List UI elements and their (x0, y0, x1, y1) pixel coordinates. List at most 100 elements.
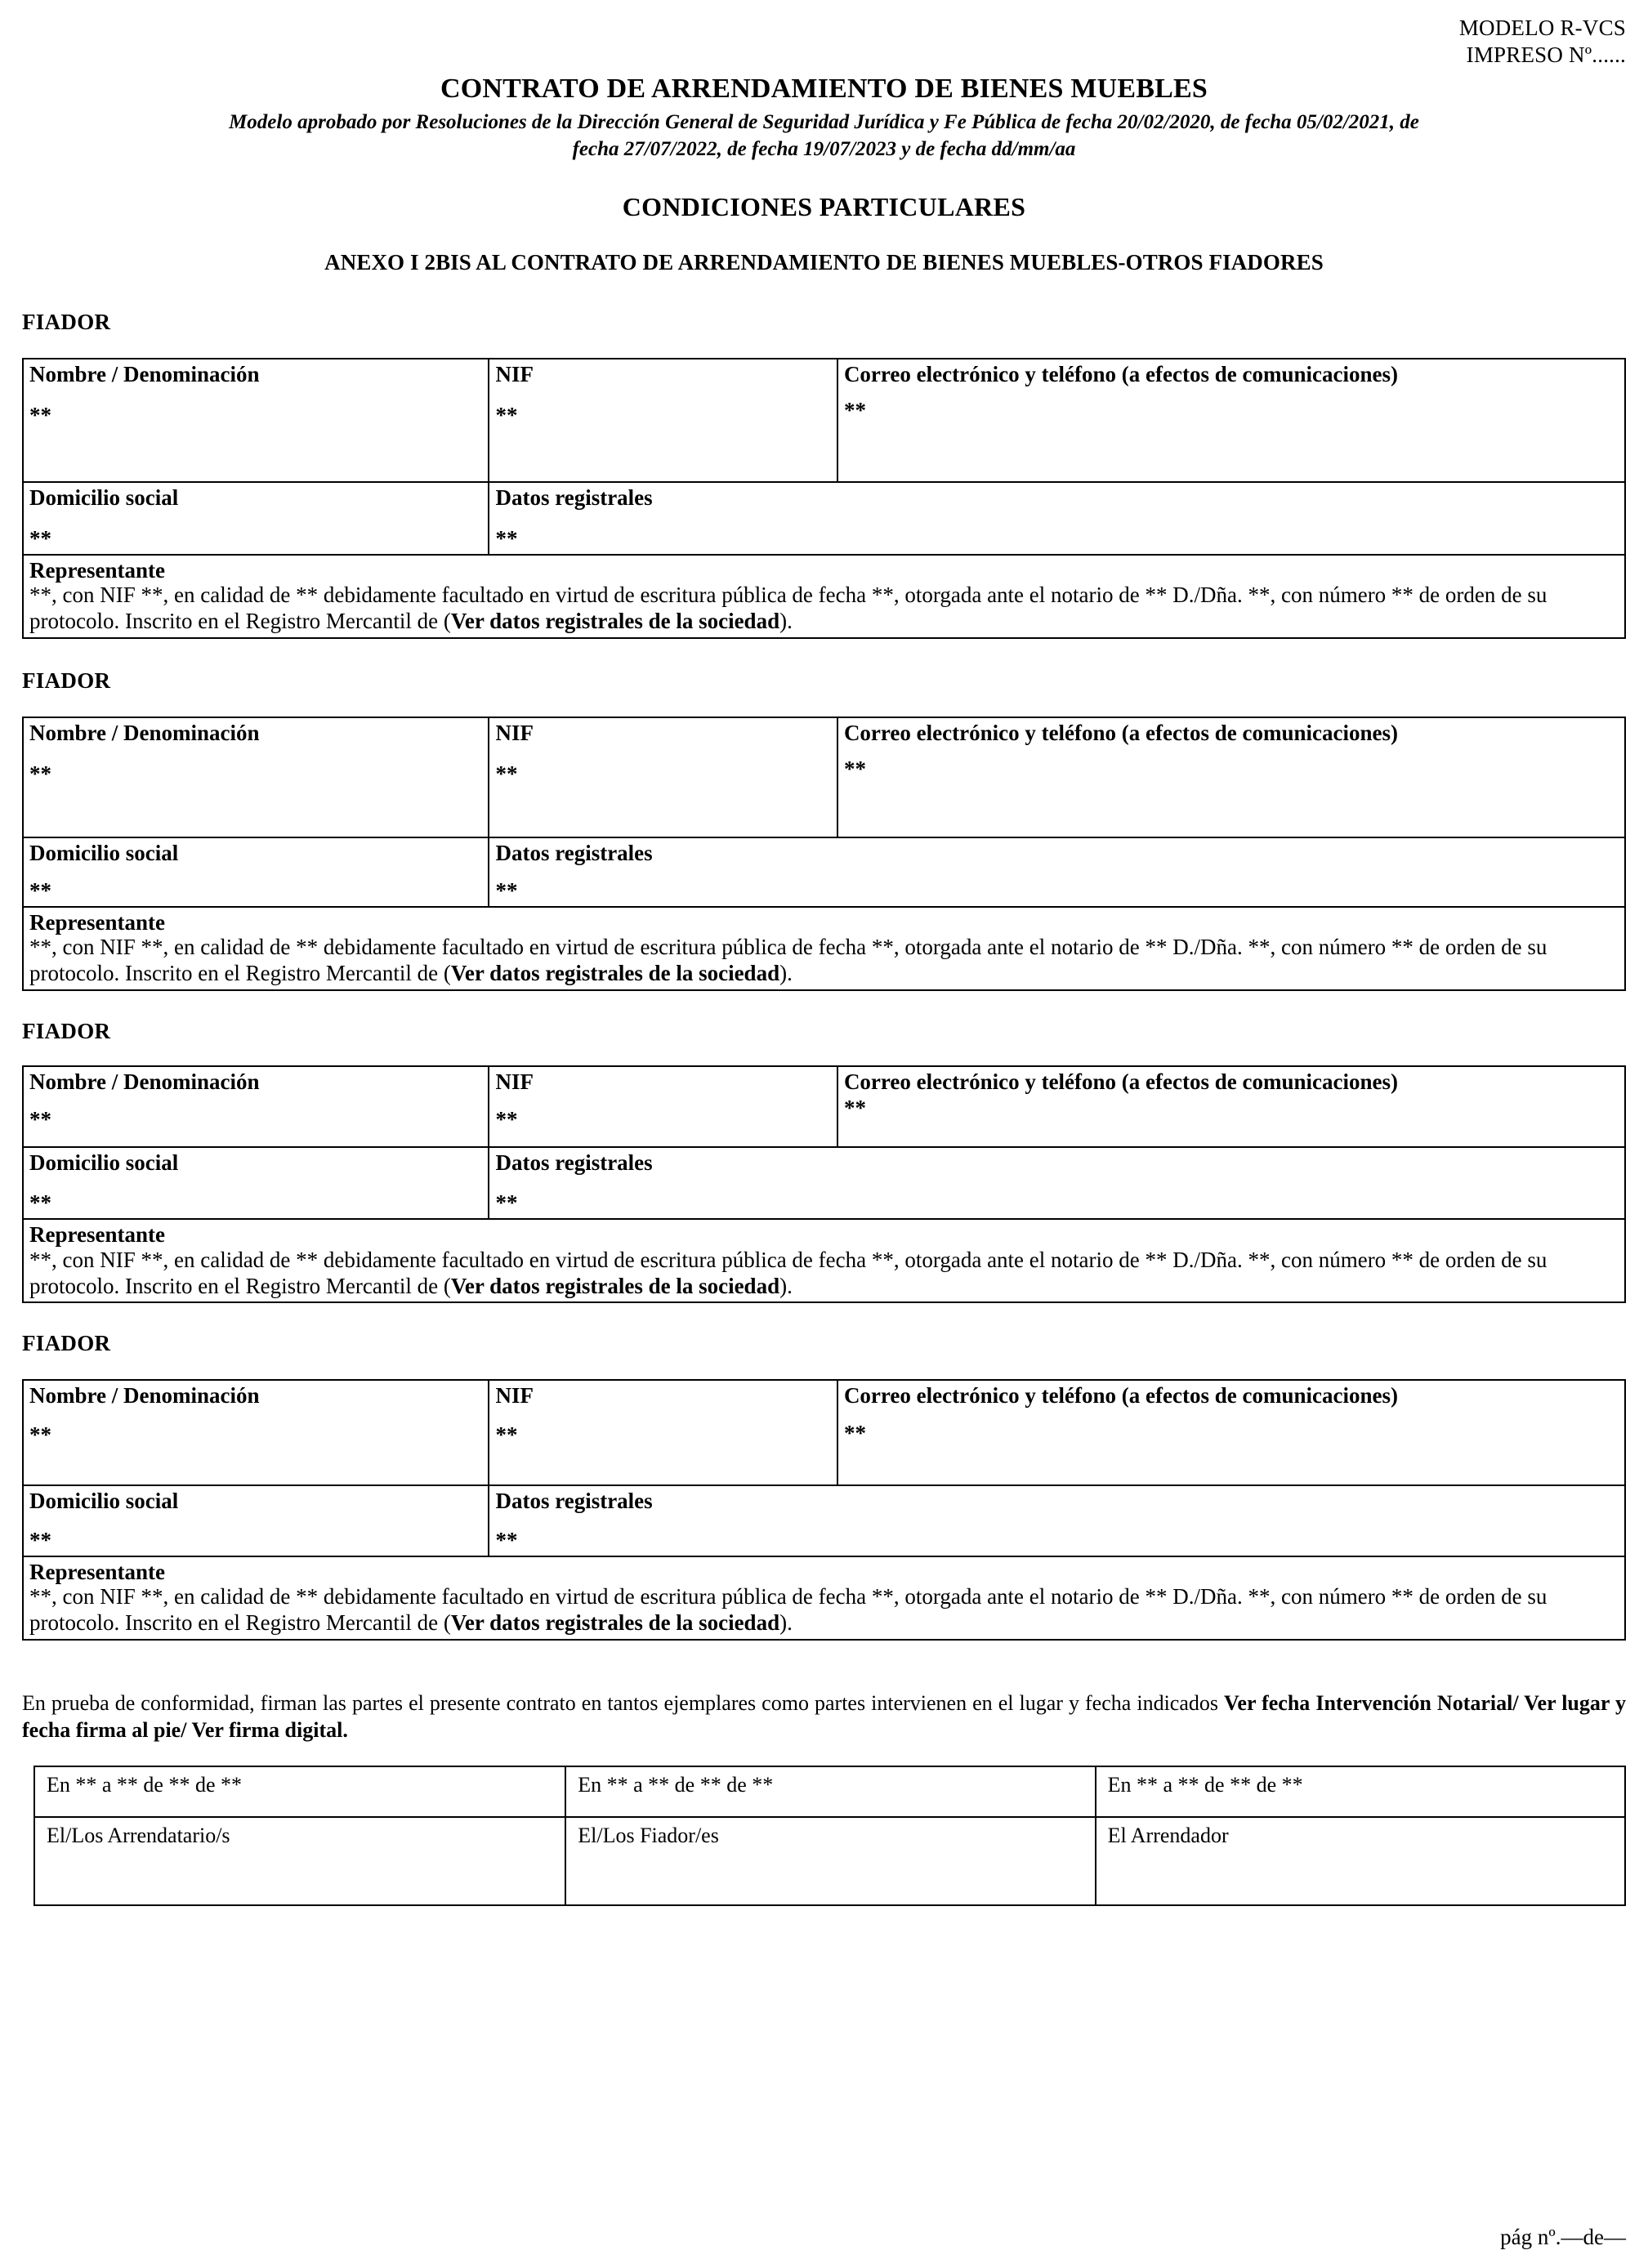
document-subtitle: Modelo aprobado por Resoluciones de la D… (229, 110, 1419, 161)
section-title: CONDICIONES PARTICULARES (622, 192, 1026, 222)
document-title: CONTRATO DE ARRENDAMIENTO DE BIENES MUEB… (440, 73, 1208, 104)
rep-text-part2: ). (779, 609, 793, 634)
value-nombre: ** (29, 1422, 51, 1448)
cell-nombre[interactable]: Nombre / Denominación ** (21, 1379, 490, 1487)
table-row: Nombre / Denominación ** NIF ** Correo e… (21, 358, 1627, 484)
label-correo: Correo electrónico y teléfono (a efectos… (843, 1069, 1398, 1094)
rep-text-bold: Ver datos registrales de la sociedad (450, 609, 780, 634)
table-row: Domicilio social ** Datos registrales ** (21, 836, 1626, 908)
cell-date-fiador[interactable]: En ** a ** de ** de ** (565, 1765, 1096, 1818)
table-row: Representante **, con NIF **, en calidad… (22, 554, 1626, 640)
cell-nif[interactable]: NIF ** (488, 358, 838, 484)
rep-text-part1: **, con NIF **, en calidad de ** debidam… (29, 1584, 1548, 1636)
cell-date-arrendatario[interactable]: En ** a ** de ** de ** (33, 1765, 567, 1818)
cell-nif[interactable]: NIF ** (488, 1379, 838, 1487)
cell-representante[interactable]: Representante **, con NIF **, en calidad… (22, 905, 1626, 991)
label-nombre: Nombre / Denominación (29, 1383, 260, 1409)
rep-text-bold: Ver datos registrales de la sociedad (450, 1273, 780, 1298)
value-correo: ** (843, 756, 866, 781)
rep-text-part1: **, con NIF **, en calidad de ** debidam… (29, 583, 1548, 634)
annex-title: ANEXO I 2BIS AL CONTRATO DE ARRENDAMIENT… (324, 250, 1324, 275)
value-domicilio: ** (29, 1190, 51, 1216)
label-datos-registrales: Datos registrales (495, 485, 653, 511)
label-domicilio: Domicilio social (29, 840, 179, 865)
cell-representante[interactable]: Representante **, con NIF **, en calidad… (22, 554, 1626, 640)
fiador-heading: FIADOR (22, 310, 111, 335)
label-nombre: Nombre / Denominación (29, 362, 260, 387)
fiador-block-3: FIADOR Nombre / Denominación ** NIF ** C… (21, 1019, 1627, 1304)
value-nif: ** (495, 1106, 518, 1132)
cell-nombre[interactable]: Nombre / Denominación ** (21, 717, 490, 838)
fiador-table: Nombre / Denominación ** NIF ** Correo e… (21, 1065, 1627, 1304)
signature-table: En ** a ** de ** de ** En ** a ** de ** … (33, 1765, 1627, 1906)
cell-datos-registrales[interactable]: Datos registrales ** (488, 1484, 1626, 1558)
fiador-heading: FIADOR (22, 668, 111, 694)
label-domicilio: Domicilio social (29, 485, 179, 511)
label-nif: NIF (495, 362, 534, 387)
cell-representante[interactable]: Representante **, con NIF **, en calidad… (22, 1556, 1626, 1641)
table-row: Representante **, con NIF **, en calidad… (22, 1556, 1626, 1641)
cell-correo[interactable]: Correo electrónico y teléfono (a efectos… (836, 1065, 1627, 1148)
value-nombre: ** (29, 403, 51, 428)
cell-datos-registrales[interactable]: Datos registrales ** (488, 481, 1626, 556)
value-nombre: ** (29, 1106, 51, 1132)
rep-text-part2: ). (779, 960, 793, 985)
label-representante: Representante (29, 1222, 165, 1248)
value-nif: ** (495, 1422, 518, 1448)
table-row: Domicilio social ** Datos registrales ** (21, 1484, 1626, 1558)
cell-nombre[interactable]: Nombre / Denominación ** (21, 358, 490, 484)
fiador-block-2: FIADOR Nombre / Denominación ** NIF ** C… (21, 668, 1627, 991)
value-nif: ** (495, 403, 518, 428)
label-nif: NIF (495, 1069, 534, 1094)
rep-text-bold: Ver datos registrales de la sociedad (450, 960, 780, 985)
conformity-bold-text: Ver fecha Intervención Notarial/ Ver lug… (22, 1691, 1626, 1743)
table-row: Representante **, con NIF **, en calidad… (22, 905, 1626, 991)
cell-datos-registrales[interactable]: Datos registrales ** (488, 1145, 1626, 1221)
page-footer: pág nº.—de— (1500, 2225, 1626, 2249)
cell-correo[interactable]: Correo electrónico y teléfono (a efectos… (836, 717, 1627, 838)
cell-nombre[interactable]: Nombre / Denominación ** (21, 1065, 490, 1148)
cell-nif[interactable]: NIF ** (488, 717, 838, 838)
label-nombre: Nombre / Denominación (29, 721, 260, 746)
cell-domicilio[interactable]: Domicilio social ** (21, 1484, 490, 1558)
rep-text-part2: ). (779, 1273, 793, 1298)
label-datos-registrales: Datos registrales (495, 1489, 653, 1514)
fiador-table: Nombre / Denominación ** NIF ** Correo e… (21, 717, 1627, 991)
impreso-number: IMPRESO Nº...... (1466, 42, 1626, 67)
cell-domicilio[interactable]: Domicilio social ** (21, 1145, 490, 1221)
cell-date-arrendador[interactable]: En ** a ** de ** de ** (1094, 1765, 1627, 1818)
fiador-heading: FIADOR (22, 1331, 111, 1356)
value-correo: ** (843, 1421, 866, 1446)
representante-text: **, con NIF **, en calidad de ** debidam… (29, 1248, 1620, 1300)
cell-party-arrendador[interactable]: El Arrendador (1094, 1815, 1627, 1906)
fiador-block-1: FIADOR Nombre / Denominación ** NIF ** C… (21, 310, 1627, 640)
cell-domicilio[interactable]: Domicilio social ** (21, 836, 490, 908)
rep-text-part1: **, con NIF **, en calidad de ** debidam… (29, 935, 1548, 985)
value-correo: ** (843, 398, 866, 423)
cell-domicilio[interactable]: Domicilio social ** (21, 481, 490, 556)
cell-nif[interactable]: NIF ** (488, 1065, 838, 1148)
cell-correo[interactable]: Correo electrónico y teléfono (a efectos… (836, 358, 1627, 484)
cell-representante[interactable]: Representante **, con NIF **, en calidad… (22, 1218, 1626, 1304)
cell-party-arrendatario[interactable]: El/Los Arrendatario/s (33, 1815, 567, 1906)
modelo-header: MODELO R-VCS IMPRESO Nº...... (22, 15, 1626, 69)
conformity-text: En prueba de conformidad, firman las par… (22, 1691, 1225, 1716)
value-domicilio: ** (29, 1528, 51, 1553)
rep-text-part1: **, con NIF **, en calidad de ** debidam… (29, 1247, 1548, 1298)
cell-correo[interactable]: Correo electrónico y teléfono (a efectos… (836, 1379, 1627, 1487)
table-row: Domicilio social ** Datos registrales ** (21, 481, 1626, 556)
label-representante: Representante (29, 558, 165, 583)
table-row: Nombre / Denominación ** NIF ** Correo e… (21, 717, 1627, 838)
label-domicilio: Domicilio social (29, 1150, 179, 1175)
value-datos-registrales: ** (495, 1190, 518, 1216)
conformity-paragraph: En prueba de conformidad, firman las par… (22, 1690, 1626, 1744)
value-domicilio: ** (29, 877, 51, 903)
value-nombre: ** (29, 761, 51, 786)
cell-datos-registrales[interactable]: Datos registrales ** (488, 836, 1626, 908)
table-row: Nombre / Denominación ** NIF ** Correo e… (21, 1065, 1627, 1148)
cell-party-fiador[interactable]: El/Los Fiador/es (565, 1815, 1096, 1906)
value-datos-registrales: ** (495, 877, 518, 903)
label-nif: NIF (495, 721, 534, 746)
table-row: Representante **, con NIF **, en calidad… (22, 1218, 1626, 1304)
